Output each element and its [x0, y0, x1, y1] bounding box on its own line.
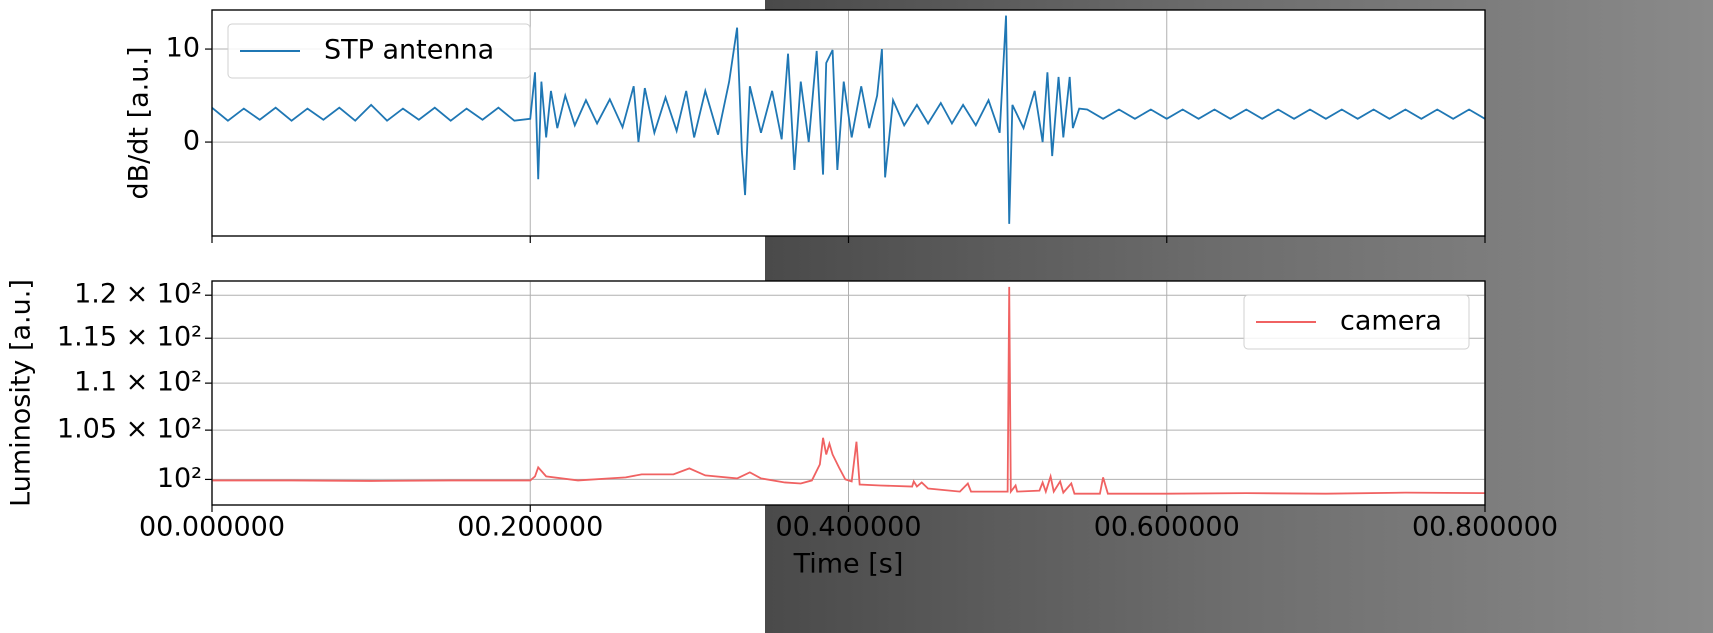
y-axis-label: Luminosity [a.u.] — [6, 279, 37, 507]
y-tick-label: 1.2 × 10² — [74, 279, 202, 310]
legend: camera — [1243, 294, 1470, 350]
subplot: 0 10 dB/dt [a.u.] STP antenna — [124, 9, 1486, 243]
y-tick-label: 1.05 × 10² — [57, 414, 202, 445]
x-axis-label: Time [s] — [793, 549, 904, 580]
legend: STP antenna — [227, 23, 531, 79]
y-tick-label: 1.1 × 10² — [74, 367, 202, 398]
y-axis-label: dB/dt [a.u.] — [124, 47, 155, 200]
legend-label: camera — [1340, 306, 1442, 337]
subplot: 00.000000 00.200000 00.400000 00.600000 00.8… — [6, 279, 1559, 580]
legend-label: STP antenna — [324, 35, 494, 66]
x-tick-label: 00.600000 — [1094, 512, 1240, 543]
y-tick-label: 0 — [183, 126, 200, 157]
y-tick-label: 10² — [157, 463, 202, 494]
legend-box — [1243, 294, 1470, 350]
axes-frame — [211, 280, 1486, 506]
x-tick-label: 00.400000 — [775, 512, 921, 543]
data-line — [212, 286, 1485, 495]
data-line — [212, 15, 1485, 224]
y-tick-label: 1.15 × 10² — [57, 322, 202, 353]
y-tick-label: 10 — [166, 33, 200, 64]
x-tick-label: 00.200000 — [457, 512, 603, 543]
axes-frame — [211, 9, 1486, 237]
x-tick-label: 00.000000 — [139, 512, 285, 543]
x-tick-label: 00.800000 — [1412, 512, 1558, 543]
legend-box — [227, 23, 531, 79]
